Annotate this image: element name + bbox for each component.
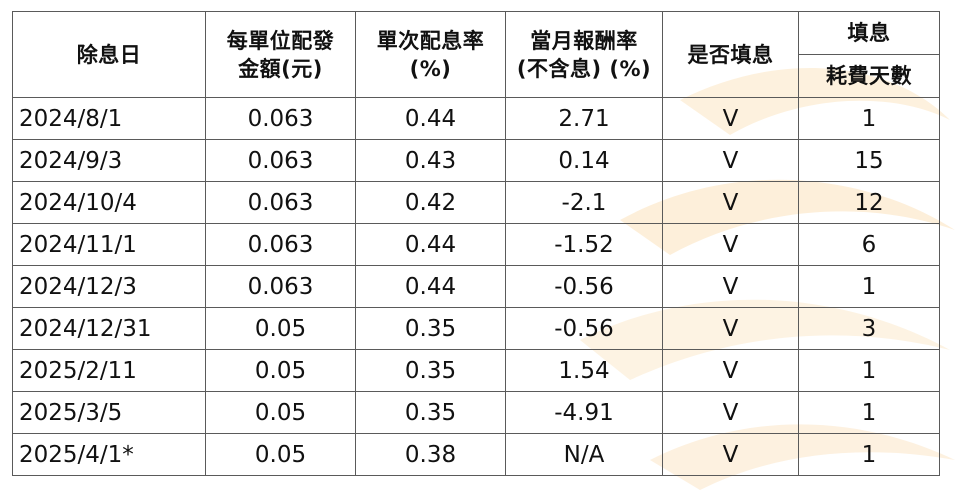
cell-ex-date: 2025/3/5 (12, 391, 206, 434)
cell-yield: 0.38 (355, 433, 506, 476)
cell-return: -1.52 (505, 223, 663, 266)
cell-ex-date: 2024/12/3 (12, 265, 206, 308)
cell-filled: V (662, 97, 799, 140)
cell-ex-date: 2024/11/1 (12, 223, 206, 266)
table-row: 2024/11/1 0.063 0.44 -1.52 V 6 (12, 223, 940, 266)
cell-filled: V (662, 307, 799, 350)
cell-amount: 0.063 (205, 139, 356, 182)
cell-return: -0.56 (505, 265, 663, 308)
cell-yield: 0.44 (355, 97, 506, 140)
cell-amount: 0.05 (205, 349, 356, 392)
cell-return: N/A (505, 433, 663, 476)
table-row: 2024/12/3 0.063 0.44 -0.56 V 1 (12, 265, 940, 308)
cell-filled: V (662, 223, 799, 266)
table-row: 2024/9/3 0.063 0.43 0.14 V 15 (12, 139, 940, 182)
cell-yield: 0.44 (355, 223, 506, 266)
cell-return: -4.91 (505, 391, 663, 434)
table-row: 2025/4/1* 0.05 0.38 N/A V 1 (12, 433, 940, 476)
table-header: 除息日 每單位配發 金額(元) 單次配息率 (%) 當月報酬率 (不含息) (%… (12, 11, 940, 98)
table-row: 2024/8/1 0.063 0.44 2.71 V 1 (12, 97, 940, 140)
cell-amount: 0.063 (205, 265, 356, 308)
cell-amount: 0.05 (205, 391, 356, 434)
cell-amount: 0.05 (205, 433, 356, 476)
cell-filled: V (662, 349, 799, 392)
table-row: 2024/12/31 0.05 0.35 -0.56 V 3 (12, 307, 940, 350)
header-days-line2: 耗費天數 (826, 64, 912, 88)
header-days-top: 填息 (798, 11, 940, 55)
header-return: 當月報酬率 (不含息) (%) (505, 11, 663, 98)
header-row: 除息日 每單位配發 金額(元) 單次配息率 (%) 當月報酬率 (不含息) (%… (12, 11, 940, 98)
cell-ex-date: 2024/9/3 (12, 139, 206, 182)
cell-filled: V (662, 265, 799, 308)
cell-yield: 0.43 (355, 139, 506, 182)
header-amount-line2: 金額(元) (238, 56, 323, 81)
cell-return: 2.71 (505, 97, 663, 140)
cell-ex-date: 2024/8/1 (12, 97, 206, 140)
header-row: 耗費天數 (13, 54, 940, 98)
cell-return: 1.54 (505, 349, 663, 392)
cell-return: -0.56 (505, 307, 663, 350)
cell-yield: 0.35 (355, 391, 506, 434)
header-ex-date: 除息日 (12, 11, 206, 98)
cell-yield: 0.42 (355, 181, 506, 224)
header-amount: 每單位配發 金額(元) (205, 11, 356, 98)
table-row: 2024/10/4 0.063 0.42 -2.1 V 12 (12, 181, 940, 224)
cell-filled: V (662, 391, 799, 434)
cell-days: 6 (798, 223, 940, 266)
cell-ex-date: 2025/2/11 (12, 349, 206, 392)
header-return-line2: (不含息) (%) (516, 56, 652, 81)
header-days-bottom: 耗費天數 (798, 54, 940, 98)
header-yield-line1: 單次配息率 (376, 28, 485, 53)
header-filled-label: 是否填息 (687, 42, 774, 67)
cell-return: 0.14 (505, 139, 663, 182)
header-filled: 是否填息 (662, 11, 799, 98)
cell-days: 12 (798, 181, 940, 224)
cell-days: 3 (798, 307, 940, 350)
header-ex-date-label: 除息日 (76, 42, 142, 67)
cell-days: 1 (798, 349, 940, 392)
cell-filled: V (662, 433, 799, 476)
table-row: 2025/2/11 0.05 0.35 1.54 V 1 (12, 349, 940, 392)
cell-filled: V (662, 139, 799, 182)
cell-yield: 0.35 (355, 307, 506, 350)
header-amount-line1: 每單位配發 (226, 28, 335, 53)
header-yield: 單次配息率 (%) (355, 11, 506, 98)
header-return-line1: 當月報酬率 (530, 28, 638, 53)
cell-ex-date: 2024/10/4 (12, 181, 206, 224)
cell-ex-date: 2024/12/31 (12, 307, 206, 350)
table-body: 2024/8/1 0.063 0.44 2.71 V 1 2024/9/3 0.… (12, 97, 940, 476)
cell-ex-date: 2025/4/1* (12, 433, 206, 476)
cell-amount: 0.063 (205, 97, 356, 140)
cell-amount: 0.063 (205, 181, 356, 224)
cell-yield: 0.35 (355, 349, 506, 392)
table-row: 2025/3/5 0.05 0.35 -4.91 V 1 (12, 391, 940, 434)
dividend-history-table: 除息日 每單位配發 金額(元) 單次配息率 (%) 當月報酬率 (不含息) (%… (12, 11, 940, 476)
cell-days: 1 (798, 97, 940, 140)
cell-filled: V (662, 181, 799, 224)
cell-amount: 0.05 (205, 307, 356, 350)
cell-days: 1 (798, 433, 940, 476)
header-yield-line2: (%) (409, 56, 452, 81)
cell-days: 1 (798, 391, 940, 434)
cell-amount: 0.063 (205, 223, 356, 266)
header-days-line1: 填息 (847, 21, 891, 45)
cell-days: 15 (798, 139, 940, 182)
cell-days: 1 (798, 265, 940, 308)
cell-return: -2.1 (505, 181, 663, 224)
cell-yield: 0.44 (355, 265, 506, 308)
